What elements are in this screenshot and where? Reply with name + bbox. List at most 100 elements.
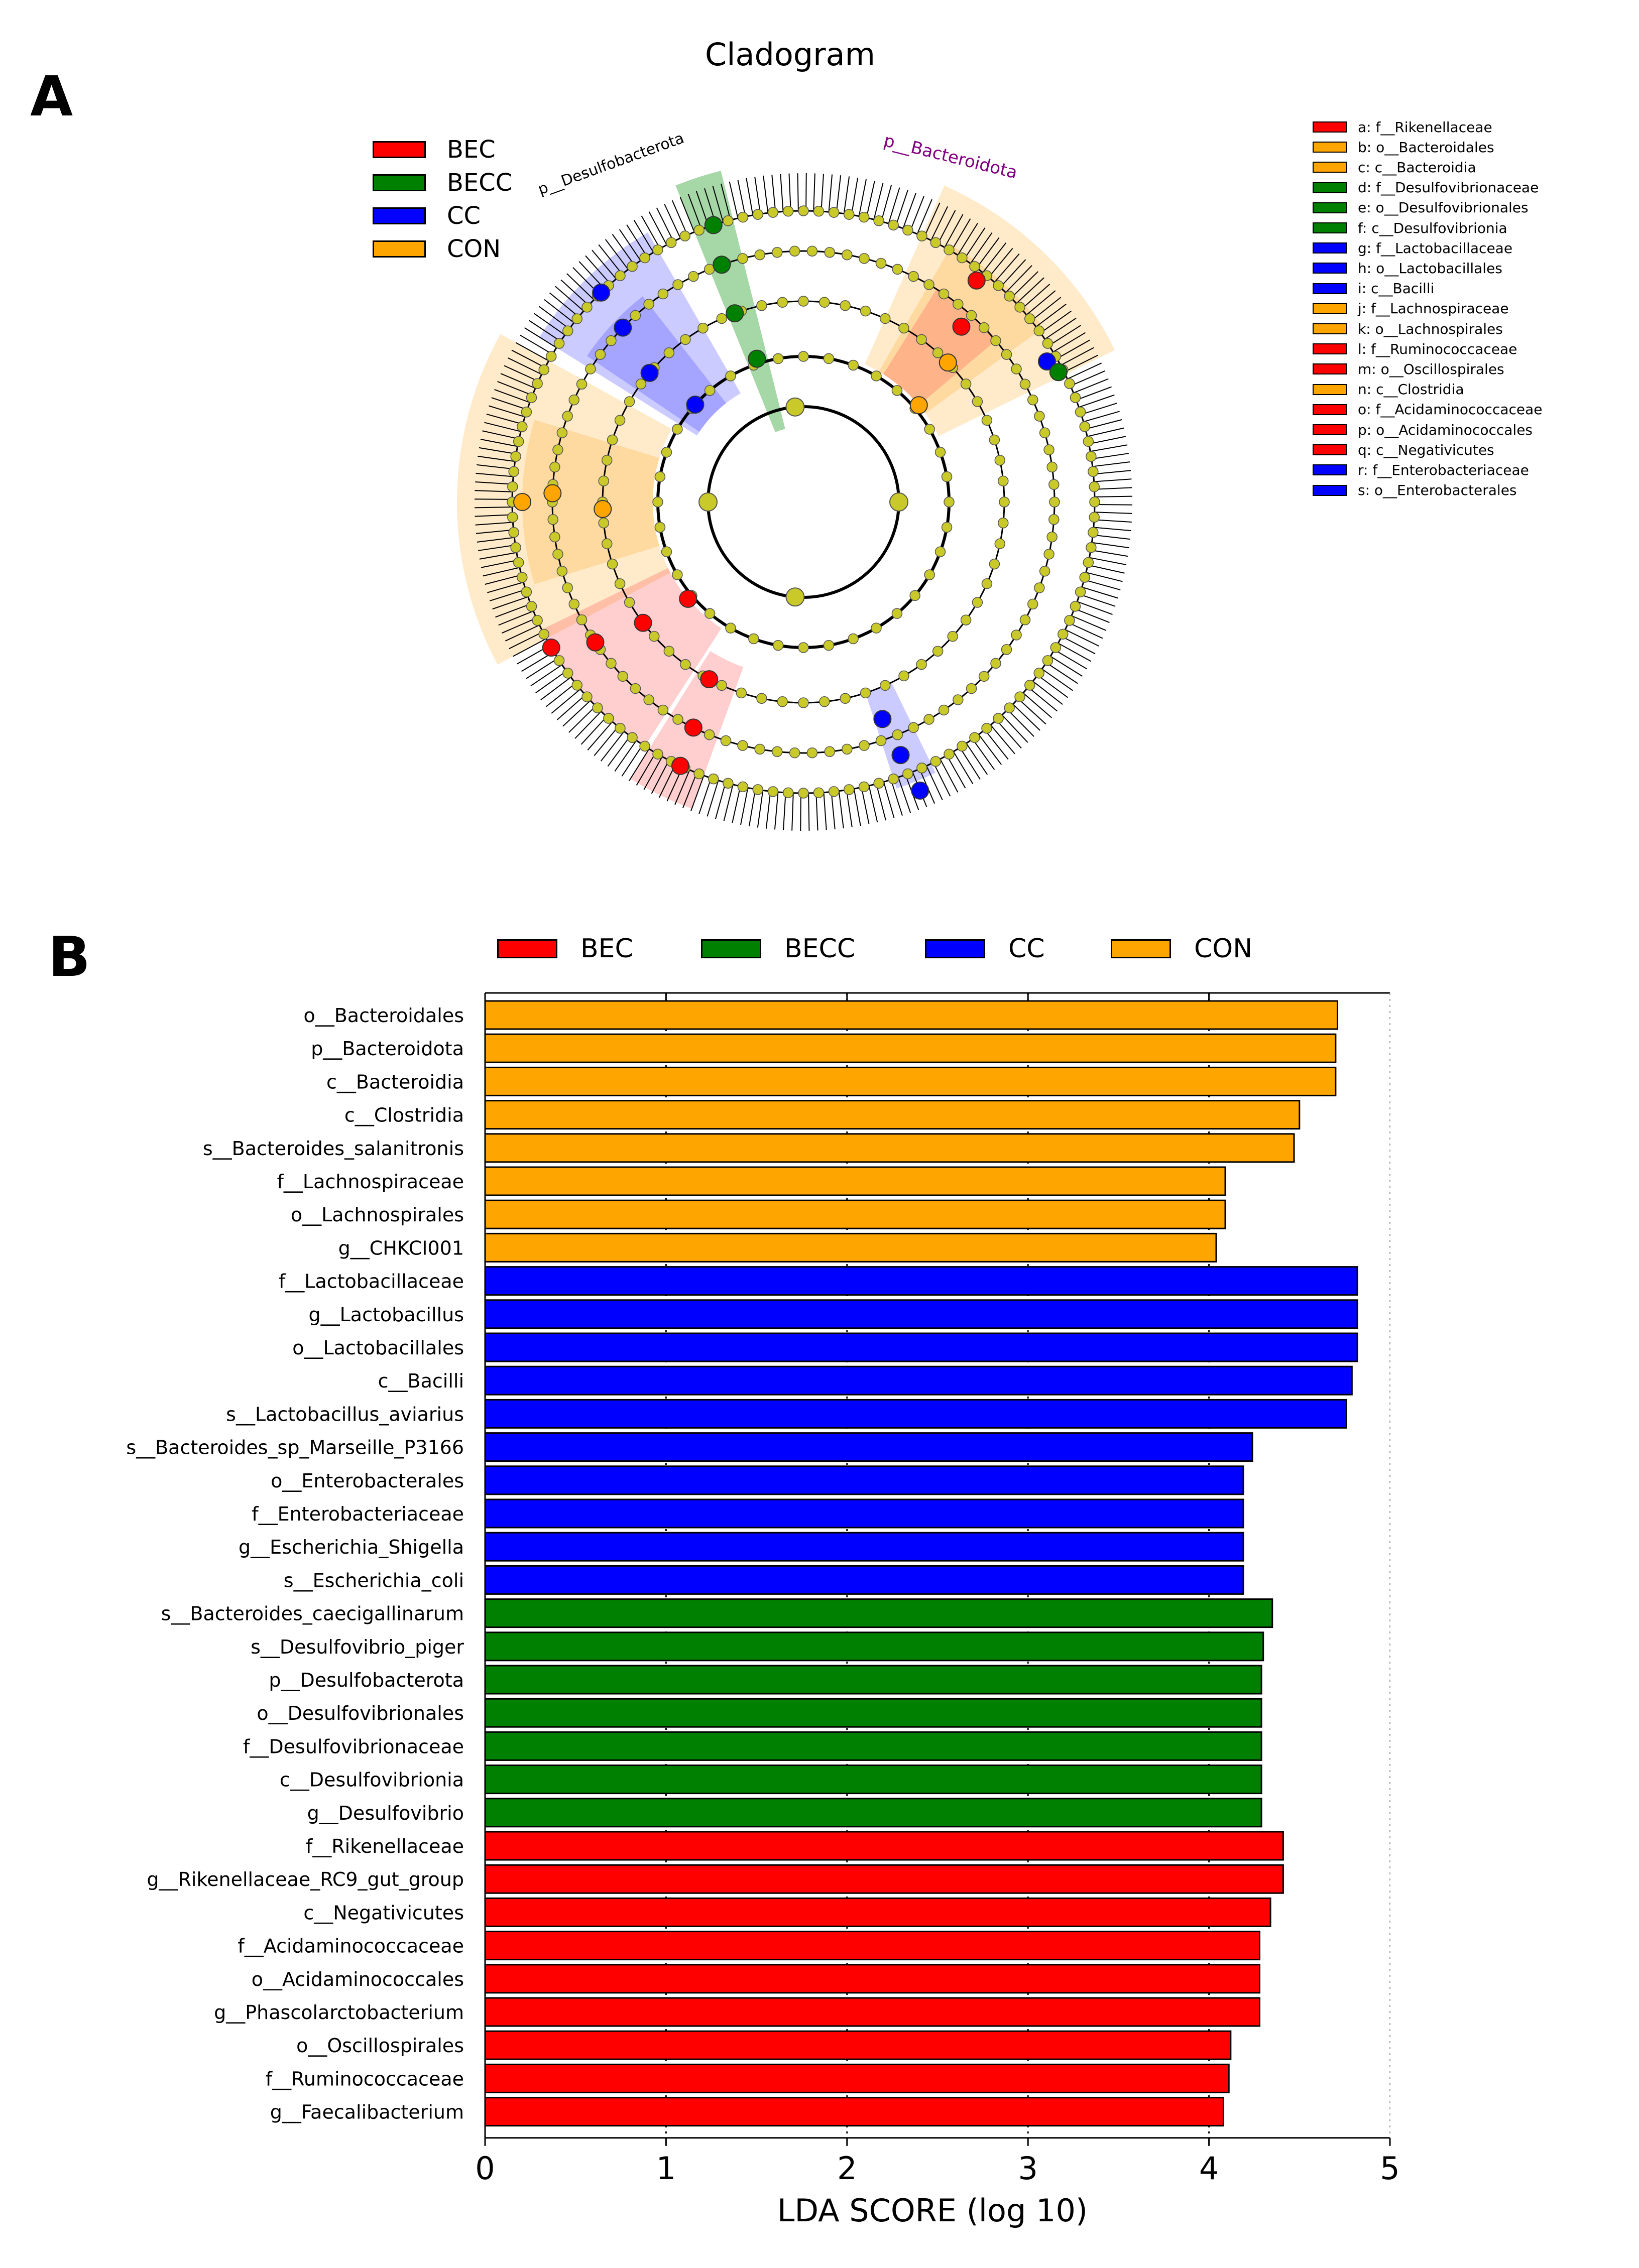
lda-bar [484, 2063, 1230, 2093]
clade-label-bacteroidota: p__Bacteroidota [882, 131, 1019, 183]
taxon-node [859, 740, 870, 751]
leaf-branch [544, 299, 574, 323]
taxon-node [843, 784, 855, 795]
taxon-node [598, 518, 609, 529]
phylum-node [889, 492, 908, 512]
leaf-branch [707, 780, 719, 817]
taxon-node [932, 347, 944, 358]
leaf-branch [937, 210, 956, 244]
taxon-node [957, 252, 968, 264]
key-label: q: c__Negativicutes [1358, 441, 1494, 458]
taxon-node [871, 370, 882, 382]
taxon-node [1079, 421, 1090, 432]
lda-bar [484, 1798, 1262, 1828]
key-item: i: c__Bacilli [1313, 280, 1434, 297]
leaf-branch [555, 286, 584, 312]
leaf-branch [1035, 304, 1067, 327]
leaf-branch [1026, 290, 1056, 315]
key-swatch [1313, 404, 1347, 415]
taxon-node [657, 704, 669, 716]
leaf-branch [846, 790, 853, 827]
leaf-branch [489, 405, 525, 418]
leaf-branch [964, 227, 986, 260]
taxon-node [1070, 392, 1081, 403]
taxon-node [553, 655, 565, 666]
leaf-branch [890, 779, 903, 816]
key-swatch [1313, 343, 1347, 355]
leaf-branch [916, 199, 932, 234]
taxon-node [828, 786, 840, 797]
taxon-node [871, 622, 882, 634]
cladogram-ring [707, 405, 900, 599]
leaf-branch [868, 785, 878, 823]
cladogram-title: Cladogram [705, 36, 876, 73]
key-swatch [1313, 444, 1347, 456]
taxon-node [840, 693, 851, 704]
leaf-branch [484, 422, 521, 432]
taxon-node [989, 558, 1000, 570]
taxon-node [552, 549, 563, 560]
lda-bar [484, 1332, 1358, 1362]
leaf-branch [498, 610, 534, 626]
key-label: d: f__Desulfovibrionaceae [1358, 179, 1539, 196]
taxon-node [571, 680, 583, 691]
taxon-node [934, 447, 946, 458]
lda-bar [484, 1465, 1244, 1495]
key-swatch [1313, 424, 1347, 435]
lda-bar [484, 1897, 1271, 1927]
taxon-node [679, 230, 690, 241]
taxon-node [737, 253, 748, 264]
lda-bar [484, 1066, 1337, 1096]
taxon-node [507, 481, 518, 492]
taxon-node [953, 299, 964, 310]
leaf-branch [721, 183, 731, 220]
biomarker-node [873, 710, 892, 728]
taxon-node [737, 211, 749, 223]
leaf-branch [723, 784, 734, 821]
leaf-branch [984, 729, 1009, 760]
key-item: d: f__Desulfovibrionaceae [1313, 179, 1539, 196]
leaf-branch [1081, 403, 1117, 415]
taxon-node [1011, 629, 1022, 641]
taxon-node [969, 261, 980, 272]
leaf-branch [486, 413, 523, 425]
leaf-branch [970, 232, 993, 264]
leaf-branch [520, 334, 553, 355]
taxon-node [661, 546, 672, 557]
taxon-node [547, 514, 558, 525]
key-item: o: f__Acidaminococcaceae [1313, 401, 1543, 418]
leaf-branch [494, 389, 530, 403]
taxon-node [513, 436, 524, 447]
clade-label-desulfobacterota: p__Desulfobacterota [536, 130, 686, 199]
taxon-node [777, 696, 788, 707]
leaf-branch [545, 683, 576, 707]
key-label: e: o__Desulfovibrionales [1358, 199, 1529, 216]
taxon-node [607, 434, 618, 446]
leaf-branch [566, 273, 595, 300]
lda-bar [484, 1631, 1264, 1662]
bar-label: g__Escherichia_Shigella [239, 1536, 464, 1558]
leaf-branch [951, 218, 971, 251]
phylum-node [785, 587, 805, 607]
bar-label: g__CHKCI001 [338, 1237, 464, 1259]
leaf-branch [765, 791, 771, 829]
taxon-node [930, 237, 942, 248]
leaf-branch [475, 514, 513, 517]
leaf-branch [996, 719, 1022, 749]
taxon-node [993, 713, 1004, 724]
leaf-branch [495, 603, 531, 618]
leaf-branch [1091, 453, 1129, 460]
taxon-node [1050, 642, 1062, 653]
leaf-branch [1021, 284, 1050, 310]
legend-item-becc: BECC [373, 169, 512, 197]
leaf-branch [1093, 527, 1131, 532]
leaf-branch [838, 791, 844, 829]
taxon-node [941, 471, 953, 482]
taxon-node [627, 732, 638, 743]
key-item: e: o__Desulfovibrionales [1313, 199, 1529, 216]
taxon-node [879, 313, 891, 324]
taxon-node [938, 704, 950, 716]
legend-item-cc: CC [373, 202, 481, 230]
taxon-node [639, 740, 650, 752]
taxon-node [924, 569, 935, 580]
